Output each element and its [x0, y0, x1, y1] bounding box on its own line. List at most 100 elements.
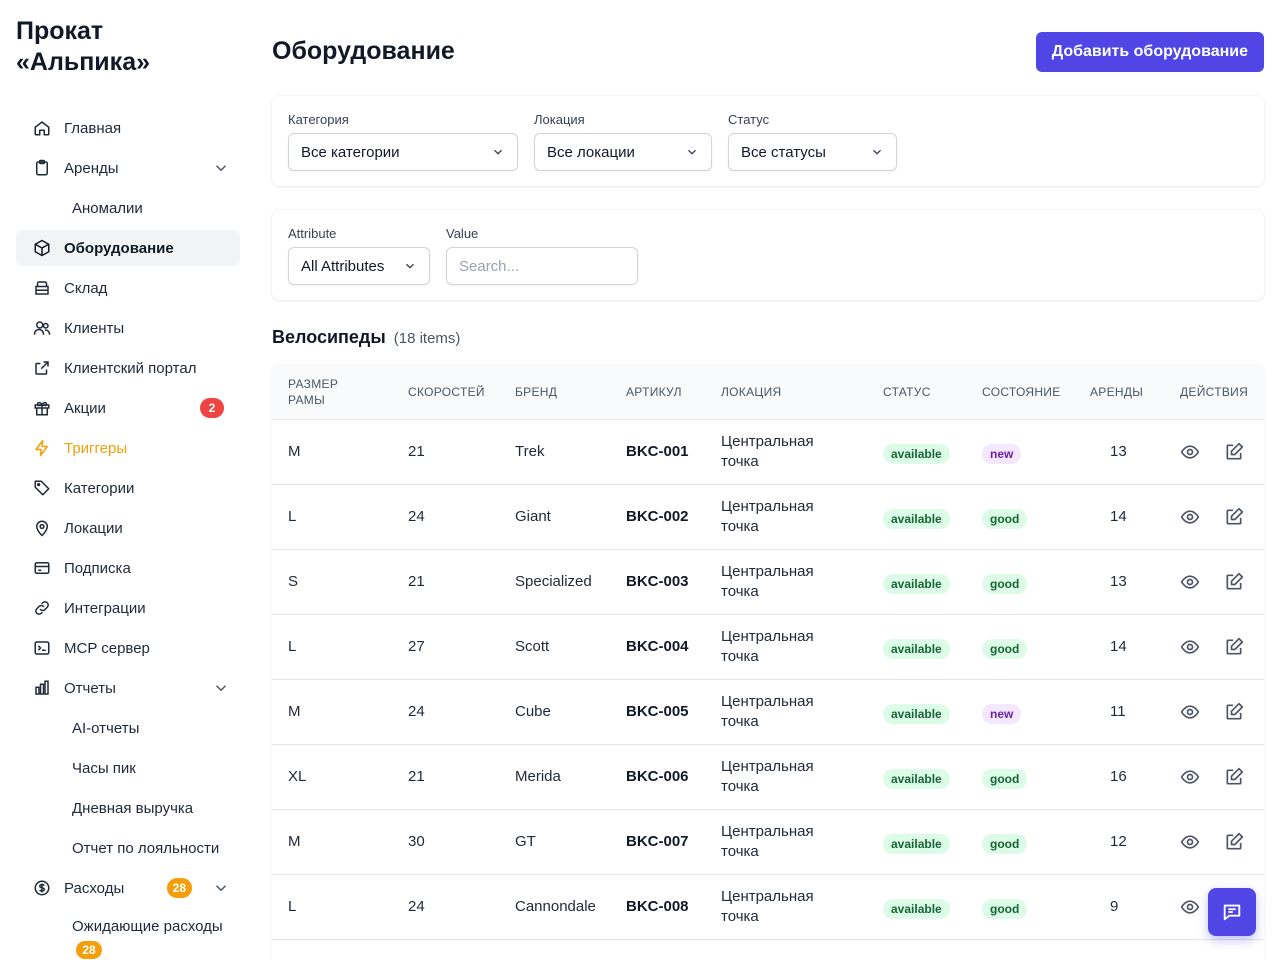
sidebar-item-pending-expenses[interactable]: Ожидающие расходы 28 — [16, 910, 240, 959]
sidebar-item-promotions[interactable]: Акции 2 — [16, 390, 240, 426]
view-icon[interactable] — [1180, 442, 1200, 462]
column-header[interactable]: АРЕНДЫ — [1090, 385, 1144, 399]
column-header: ДЕЙСТВИЯ — [1180, 385, 1249, 399]
sidebar-item-home[interactable]: Главная — [16, 110, 240, 146]
sidebar-item-label: Подписка — [64, 559, 131, 577]
condition-badge: good — [982, 639, 1028, 659]
status-select[interactable]: Все статусы — [728, 133, 897, 171]
cell-sku: BKC-003 — [626, 573, 689, 590]
edit-icon[interactable] — [1224, 442, 1244, 462]
cell-rentals: 13 — [1110, 443, 1127, 460]
sidebar-item-subscription[interactable]: Подписка — [16, 550, 240, 586]
value-filter: Value Search... — [446, 226, 638, 285]
cell-location: Центральная точка — [721, 433, 814, 470]
view-icon[interactable] — [1180, 702, 1200, 722]
view-icon[interactable] — [1180, 637, 1200, 657]
edit-icon[interactable] — [1224, 507, 1244, 527]
view-icon[interactable] — [1180, 832, 1200, 852]
status-label: Статус — [728, 112, 770, 127]
chevron-down-icon[interactable] — [212, 679, 230, 697]
sidebar-item-mcp-server[interactable]: MCP сервер — [16, 630, 240, 666]
sidebar-item-peak-hours[interactable]: Часы пик — [16, 750, 240, 786]
cell-brand: Scott — [515, 638, 550, 655]
cell-sku: BKC-002 — [626, 508, 689, 525]
status-badge: available — [883, 834, 950, 854]
edit-icon[interactable] — [1224, 572, 1244, 592]
status-value: Все статусы — [741, 143, 826, 161]
cell-brand: Specialized — [515, 573, 592, 590]
cell-size: M — [288, 703, 301, 720]
edit-icon[interactable] — [1224, 832, 1244, 852]
sidebar-item-expenses[interactable]: Расходы 28 — [16, 870, 240, 906]
sidebar-item-categories[interactable]: Категории — [16, 470, 240, 506]
edit-icon[interactable] — [1224, 637, 1244, 657]
status-badge: available — [883, 444, 950, 464]
edit-icon[interactable] — [1224, 702, 1244, 722]
sidebar-item-rentals[interactable]: Аренды — [16, 150, 240, 186]
notification-badge: 2 — [200, 398, 224, 418]
chat-button[interactable] — [1208, 888, 1256, 936]
tag-icon — [32, 478, 52, 498]
column-header[interactable]: ЛОКАЦИЯ — [721, 385, 782, 399]
bolt-icon — [32, 438, 52, 458]
attribute-select[interactable]: All Attributes — [288, 247, 430, 285]
add-equipment-button[interactable]: Добавить оборудование — [1035, 32, 1264, 72]
value-search-input[interactable]: Search... — [446, 247, 638, 285]
sidebar-item-label: Аномалии — [72, 199, 143, 217]
sidebar-item-label: Акции — [64, 399, 106, 417]
sidebar-item-ai-reports[interactable]: AI-отчеты — [16, 710, 240, 746]
column-header[interactable]: АРТИКУЛ — [626, 385, 682, 399]
home-icon — [32, 118, 52, 138]
gift-icon — [32, 398, 52, 418]
sidebar-item-label: Отчеты — [64, 679, 116, 697]
column-header[interactable]: СКОРОСТЕЙ — [408, 385, 485, 399]
sidebar-item-loyalty-report[interactable]: Отчет по лояльности — [16, 830, 240, 866]
cell-rentals: 12 — [1110, 833, 1127, 850]
chevron-down-icon[interactable] — [212, 159, 230, 177]
sidebar-item-clients[interactable]: Клиенты — [16, 310, 240, 346]
sidebar-item-locations[interactable]: Локации — [16, 510, 240, 546]
cell-brand: Merida — [515, 768, 561, 785]
cell-size: S — [288, 573, 299, 590]
sidebar-item-triggers[interactable]: Триггеры — [16, 430, 240, 466]
cell-brand: Giant — [515, 508, 551, 525]
box-icon — [32, 238, 52, 258]
cell-rentals: 9 — [1110, 898, 1119, 915]
filters-panel: Категория Все категории Локация Все лока… — [272, 96, 1264, 186]
view-icon[interactable] — [1180, 897, 1200, 917]
condition-badge: good — [982, 769, 1028, 789]
sidebar: Прокат «Альпика» Главная Аренды Аномалии… — [0, 0, 256, 960]
table-header: РАЗМЕР РАМЫ СКОРОСТЕЙ БРЕНД АРТИКУЛ ЛОКА… — [272, 364, 1264, 420]
sidebar-item-client-portal[interactable]: Клиентский портал — [16, 350, 240, 386]
section-title: Велосипеды — [272, 327, 386, 347]
cell-location: Центральная точка — [721, 888, 814, 925]
column-header[interactable]: СОСТОЯНИЕ — [982, 385, 1061, 399]
cell-size: L — [288, 508, 297, 525]
cell-brand: Cannondale — [515, 898, 596, 915]
view-icon[interactable] — [1180, 507, 1200, 527]
column-header[interactable]: СТАТУС — [883, 385, 931, 399]
sidebar-item-label: Интеграции — [64, 599, 146, 617]
notification-badge: 28 — [76, 941, 102, 959]
sidebar-item-label: Клиенты — [64, 319, 125, 337]
condition-badge: new — [982, 444, 1022, 464]
sidebar-item-label: Часы пик — [72, 759, 136, 777]
cell-rentals: 14 — [1110, 508, 1127, 525]
view-icon[interactable] — [1180, 572, 1200, 592]
condition-badge: good — [982, 574, 1028, 594]
view-icon[interactable] — [1180, 767, 1200, 787]
sidebar-item-warehouse[interactable]: Склад — [16, 270, 240, 306]
edit-icon[interactable] — [1224, 767, 1244, 787]
sidebar-item-label: Аренды — [64, 159, 119, 177]
sidebar-item-integrations[interactable]: Интеграции — [16, 590, 240, 626]
sidebar-item-daily-revenue[interactable]: Дневная выручка — [16, 790, 240, 826]
sidebar-item-label: MCP сервер — [64, 639, 150, 657]
category-select[interactable]: Все категории — [288, 133, 518, 171]
sidebar-item-anomalies[interactable]: Аномалии — [16, 190, 240, 226]
sidebar-item-equipment[interactable]: Оборудование — [16, 230, 240, 266]
location-select[interactable]: Все локации — [534, 133, 712, 171]
column-header[interactable]: РАЗМЕР РАМЫ — [288, 377, 339, 407]
chevron-down-icon[interactable] — [212, 879, 230, 897]
column-header[interactable]: БРЕНД — [515, 385, 558, 399]
sidebar-item-reports[interactable]: Отчеты — [16, 670, 240, 706]
